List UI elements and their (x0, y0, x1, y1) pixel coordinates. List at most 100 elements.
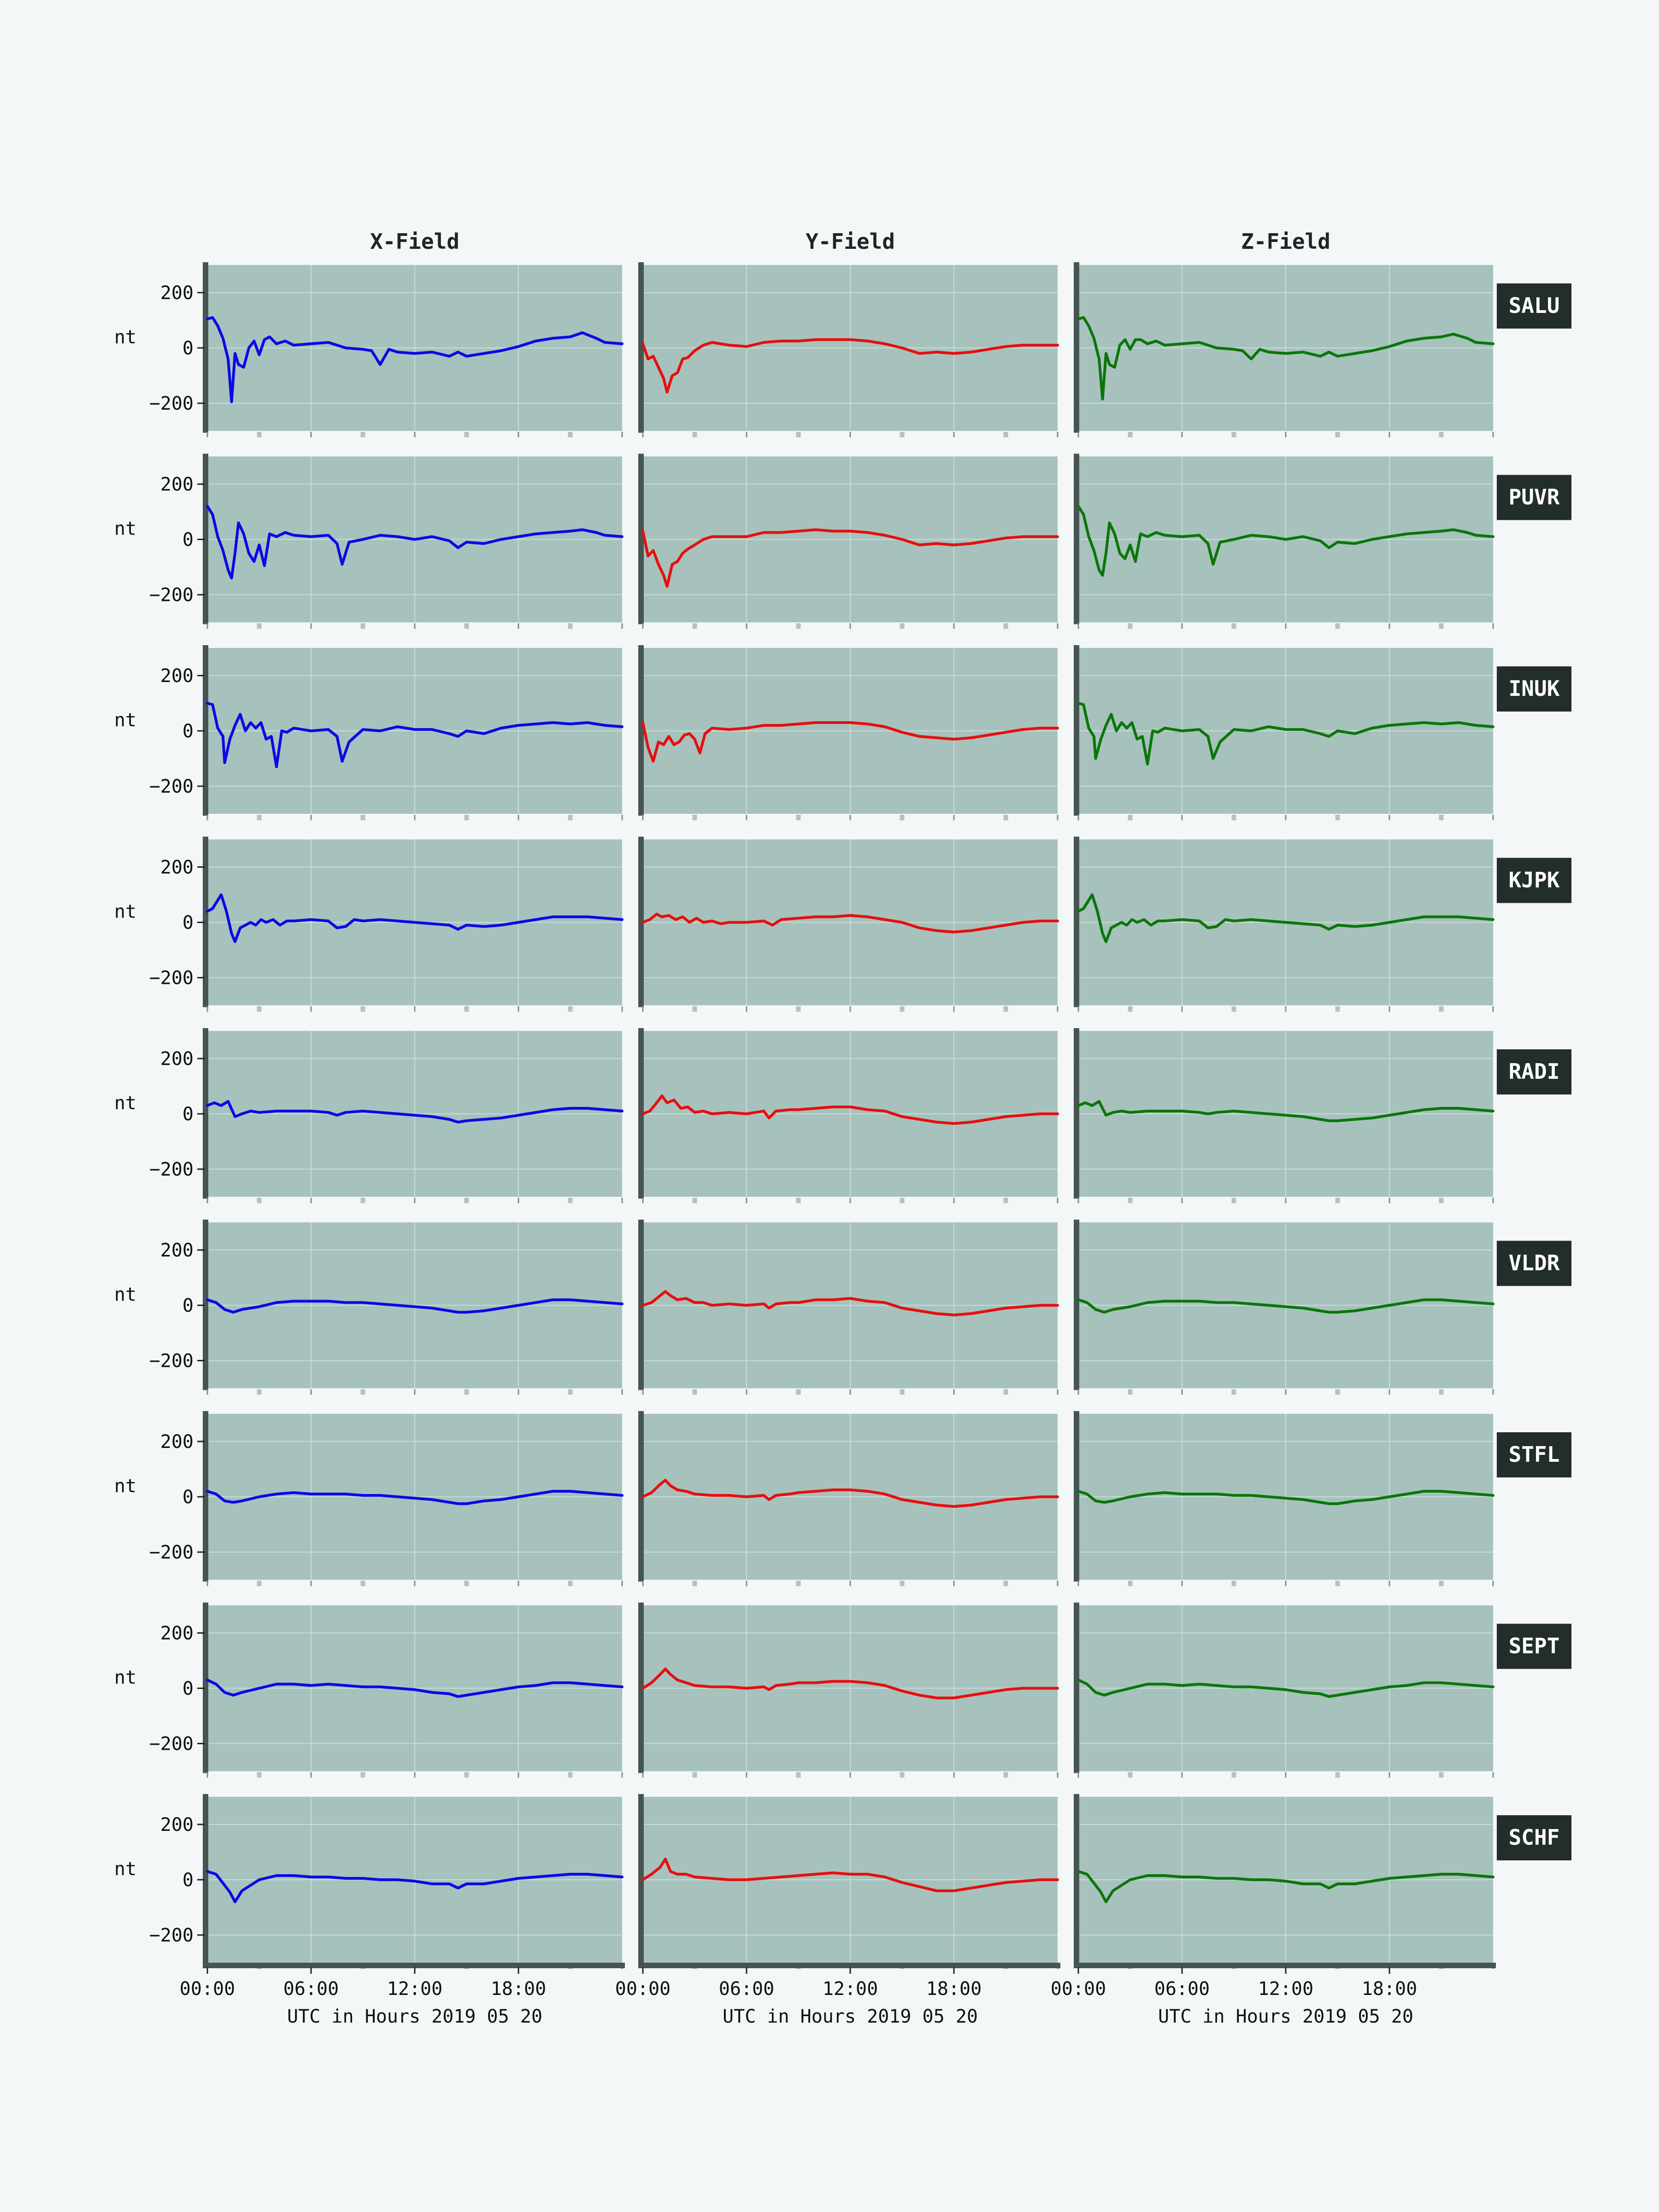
y-tick-label: 200 (160, 474, 194, 495)
series-line-puvr-y (641, 528, 1059, 588)
y-tick-label: −200 (149, 1542, 194, 1563)
series-line-stfl-x (206, 1490, 624, 1505)
station-badge (1497, 1241, 1571, 1286)
series-line-stfl-y (641, 1479, 1059, 1508)
y-tick-label: 200 (160, 665, 194, 687)
station-badge (1497, 1049, 1571, 1094)
y-unit-label: nt (114, 901, 136, 923)
y-tick-label: 0 (182, 1104, 194, 1125)
station-label: VLDR (1509, 1251, 1560, 1276)
x-tick-label: 00:00 (180, 1978, 235, 2000)
station-label: SCHF (1509, 1825, 1560, 1850)
x-tick-label: 00:00 (615, 1978, 671, 2000)
x-axis-label: UTC in Hours 2019 05 20 (723, 2006, 978, 2027)
column-title: Y-Field (806, 229, 895, 254)
y-tick-label: 200 (160, 857, 194, 878)
y-unit-label: nt (114, 327, 136, 348)
series-line-kjpk-x (206, 893, 624, 943)
x-tick-label: 12:00 (1258, 1978, 1313, 2000)
station-label: STFL (1509, 1442, 1560, 1467)
series-line-vldr-x (206, 1298, 624, 1314)
series-line-inuk-y (641, 721, 1059, 763)
y-unit-label: nt (114, 1284, 136, 1306)
x-tick-label: 18:00 (926, 1978, 982, 2000)
y-tick-label: 200 (160, 282, 194, 304)
series-line-inuk-x (206, 702, 624, 768)
station-badge (1497, 858, 1571, 903)
series-line-puvr-z (1077, 505, 1494, 577)
y-unit-label: nt (114, 518, 136, 540)
station-badge (1497, 1624, 1571, 1669)
y-unit-label: nt (114, 1093, 136, 1114)
station-badge (1497, 1432, 1571, 1477)
x-tick-label: 18:00 (491, 1978, 546, 2000)
station-label: RADI (1509, 1059, 1560, 1084)
series-line-inuk-z (1077, 702, 1494, 765)
station-label: SEPT (1509, 1634, 1560, 1659)
series-line-schf-z (1077, 1870, 1494, 1903)
x-axis-label: UTC in Hours 2019 05 20 (287, 2006, 542, 2027)
y-tick-label: −200 (149, 968, 194, 989)
y-tick-label: −200 (149, 776, 194, 797)
series-line-sept-y (641, 1667, 1059, 1700)
station-badge (1497, 666, 1571, 712)
y-tick-label: 200 (160, 1623, 194, 1644)
y-tick-label: 200 (160, 1814, 194, 1835)
y-tick-label: 0 (182, 721, 194, 742)
x-axis-label: UTC in Hours 2019 05 20 (1158, 2006, 1413, 2027)
y-tick-label: 0 (182, 1487, 194, 1508)
x-tick-label: 06:00 (719, 1978, 774, 2000)
y-tick-label: 0 (182, 1870, 194, 1891)
x-tick-label: 00:00 (1051, 1978, 1106, 2000)
column-title: Z-Field (1241, 229, 1330, 254)
station-label: PUVR (1509, 485, 1560, 510)
x-tick-label: 12:00 (387, 1978, 442, 2000)
series-line-puvr-x (206, 505, 624, 580)
x-tick-label: 06:00 (283, 1978, 339, 2000)
series-line-radi-x (206, 1100, 624, 1124)
y-tick-label: −200 (149, 1351, 194, 1372)
y-tick-label: −200 (149, 393, 194, 414)
series-line-salu-x (206, 316, 624, 403)
y-unit-label: nt (114, 1476, 136, 1497)
y-tick-label: −200 (149, 585, 194, 606)
y-tick-label: −200 (149, 1734, 194, 1755)
station-label: INUK (1509, 676, 1560, 701)
series-line-vldr-z (1077, 1298, 1494, 1314)
x-tick-label: 06:00 (1154, 1978, 1210, 2000)
series-line-schf-x (206, 1870, 624, 1903)
y-tick-label: 0 (182, 912, 194, 934)
y-tick-label: 0 (182, 1678, 194, 1700)
x-tick-label: 12:00 (823, 1978, 878, 2000)
y-unit-label: nt (114, 1667, 136, 1688)
y-tick-label: 200 (160, 1431, 194, 1453)
y-tick-label: −200 (149, 1925, 194, 1946)
series-line-radi-z (1077, 1100, 1494, 1122)
y-tick-label: 0 (182, 529, 194, 551)
y-tick-label: −200 (149, 1159, 194, 1180)
y-tick-label: 0 (182, 1295, 194, 1317)
y-unit-label: nt (114, 1859, 136, 1880)
y-unit-label: nt (114, 710, 136, 731)
station-label: SALU (1509, 293, 1560, 318)
series-line-sept-z (1077, 1678, 1494, 1698)
y-tick-label: 0 (182, 338, 194, 359)
series-line-kjpk-y (641, 912, 1059, 934)
column-title: X-Field (370, 229, 459, 254)
series-line-salu-z (1077, 316, 1494, 400)
series-line-stfl-z (1077, 1490, 1494, 1505)
y-tick-label: 200 (160, 1048, 194, 1070)
series-line-sept-x (206, 1678, 624, 1698)
series-line-radi-y (641, 1094, 1059, 1125)
station-badge (1497, 283, 1571, 329)
series-line-kjpk-z (1077, 893, 1494, 943)
station-badge (1497, 1815, 1571, 1860)
y-tick-label: 200 (160, 1240, 194, 1261)
series-line-vldr-y (641, 1290, 1059, 1317)
x-tick-label: 18:00 (1362, 1978, 1417, 2000)
series-line-salu-y (641, 338, 1059, 394)
station-badge (1497, 475, 1571, 520)
series-line-schf-y (641, 1858, 1059, 1892)
station-label: KJPK (1509, 868, 1560, 893)
